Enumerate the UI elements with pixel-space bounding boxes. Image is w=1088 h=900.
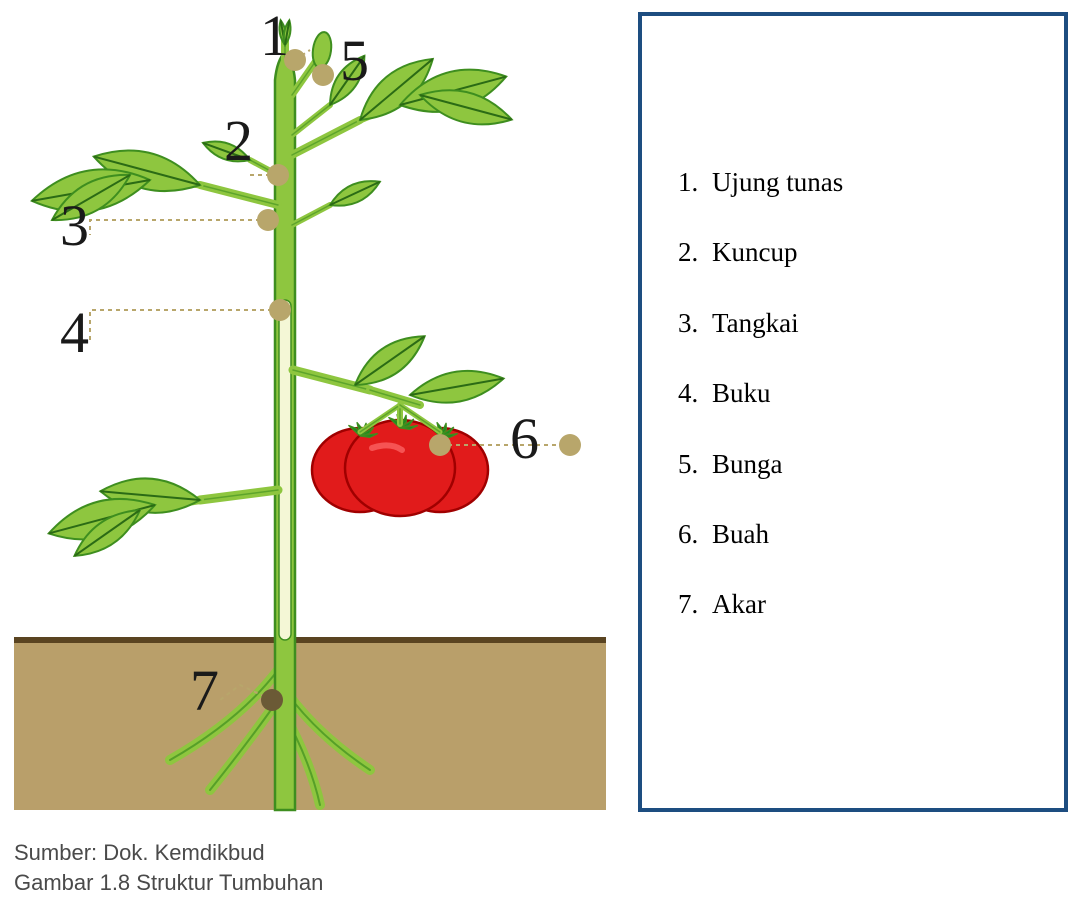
legend-item: 3.Tangkai — [678, 307, 1028, 339]
plant-diagram: 12 3 4 5 6 7 — [0, 0, 620, 820]
caption-source: Sumber: Dok. Kemdikbud — [14, 838, 323, 868]
legend-item: 2.Kuncup — [678, 236, 1028, 268]
legend-item: 6.Buah — [678, 518, 1028, 550]
legend-item: 1.Ujung tunas — [678, 166, 1028, 198]
legend-num: 2. — [678, 236, 712, 268]
svg-text:4: 4 — [60, 300, 89, 365]
legend-item: 5.Bunga — [678, 448, 1028, 480]
legend-box: 1.Ujung tunas2.Kuncup3.Tangkai4.Buku5.Bu… — [638, 12, 1068, 812]
plant-svg: 12 3 4 5 6 7 — [0, 0, 620, 820]
legend-num: 1. — [678, 166, 712, 198]
svg-text:3: 3 — [60, 193, 89, 258]
legend-num: 6. — [678, 518, 712, 550]
svg-text:7: 7 — [190, 658, 219, 723]
legend-num: 4. — [678, 377, 712, 409]
legend-num: 5. — [678, 448, 712, 480]
legend-num: 7. — [678, 588, 712, 620]
legend-list: 1.Ujung tunas2.Kuncup3.Tangkai4.Buku5.Bu… — [678, 166, 1028, 621]
legend-text: Kuncup — [712, 236, 797, 268]
legend-item: 4.Buku — [678, 377, 1028, 409]
figure-caption: Sumber: Dok. Kemdikbud Gambar 1.8 Strukt… — [14, 838, 323, 897]
caption-title: Gambar 1.8 Struktur Tumbuhan — [14, 868, 323, 898]
legend-text: Bunga — [712, 448, 783, 480]
legend-num: 3. — [678, 307, 712, 339]
svg-text:2: 2 — [224, 108, 253, 173]
legend-item: 7.Akar — [678, 588, 1028, 620]
legend-text: Buku — [712, 377, 771, 409]
legend-text: Akar — [712, 588, 766, 620]
svg-text:1: 1 — [260, 3, 289, 68]
svg-text:5: 5 — [340, 28, 369, 93]
svg-text:6: 6 — [510, 406, 539, 471]
legend-text: Ujung tunas — [712, 166, 843, 198]
legend-text: Buah — [712, 518, 769, 550]
legend-text: Tangkai — [712, 307, 799, 339]
